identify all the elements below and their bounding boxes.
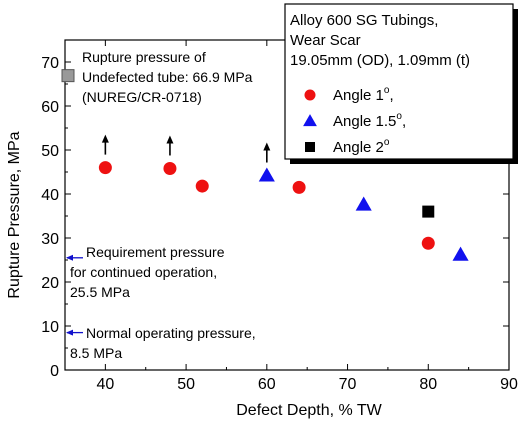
legend-title-line: Wear Scar <box>290 32 361 49</box>
reference-label-line: for continued operation, <box>70 264 217 280</box>
reference-label-line: Rupture pressure of <box>82 49 206 65</box>
data-point-circle <box>292 180 306 194</box>
data-point-circle <box>98 161 112 175</box>
data-point-triangle <box>452 246 469 261</box>
x-tick-label: 40 <box>96 376 114 393</box>
legend-marker-circle <box>304 89 316 101</box>
legend-title-line: 19.05mm (OD), 1.09mm (t) <box>290 52 470 69</box>
reference-label-line: Undefected tube: 66.9 MPa <box>82 69 253 85</box>
y-tick-label: 60 <box>41 99 59 116</box>
legend-entry-label: Angle 1.5o, <box>333 111 406 130</box>
legend-box <box>284 3 514 160</box>
y-tick-label: 70 <box>41 55 59 72</box>
x-tick-label: 80 <box>419 376 437 393</box>
reference-label-line: (NUREG/CR-0718) <box>82 89 202 105</box>
data-point-square <box>422 205 435 218</box>
x-tick-label: 60 <box>258 376 276 393</box>
legend-marker-square <box>305 142 315 152</box>
x-tick-label: 70 <box>339 376 357 393</box>
y-tick-label: 20 <box>41 275 59 292</box>
axis-ticks: 40 50 60 70 80 90 0 10 20 30 40 50 60 70 <box>41 40 518 393</box>
legend-entry-label: Angle 2o <box>333 137 390 156</box>
y-tick-label: 30 <box>41 231 59 248</box>
reference-arrowhead <box>66 254 73 261</box>
data-point-triangle <box>258 167 275 182</box>
legend: Alloy 600 SG Tubings, Wear Scar 19.05mm (O… <box>284 3 518 164</box>
up-arrowhead <box>166 135 174 144</box>
up-arrowhead <box>263 142 271 151</box>
up-arrowhead <box>101 134 109 143</box>
x-tick-label: 90 <box>500 376 518 393</box>
y-tick-label: 0 <box>50 363 59 380</box>
annotations: Rupture pressure of Undefected tube: 66.9… <box>61 49 256 361</box>
data-marks <box>98 134 469 261</box>
y-tick-label: 10 <box>41 319 59 336</box>
data-point-circle <box>163 161 177 175</box>
reference-label-line: Requirement pressure <box>86 244 225 260</box>
reference-label-line: 8.5 MPa <box>70 345 122 361</box>
x-axis-title: Defect Depth, % TW <box>236 402 382 419</box>
data-point-circle <box>195 179 209 193</box>
y-axis-title: Rupture Pressure, MPa <box>6 131 23 298</box>
y-tick-label: 40 <box>41 187 59 204</box>
reference-label-line: 25.5 MPa <box>70 284 130 300</box>
data-point-circle <box>421 236 435 250</box>
legend-entry-label: Angle 1o, <box>333 85 394 104</box>
legend-marker-triangle <box>303 114 317 127</box>
reference-label-line: Normal operating pressure, <box>86 325 256 341</box>
data-point-triangle <box>355 196 372 211</box>
reference-arrowhead <box>66 329 73 336</box>
reference-marker-undefected <box>61 69 75 83</box>
y-tick-label: 50 <box>41 143 59 160</box>
legend-title-line: Alloy 600 SG Tubings, <box>290 12 438 29</box>
x-tick-label: 50 <box>177 376 195 393</box>
